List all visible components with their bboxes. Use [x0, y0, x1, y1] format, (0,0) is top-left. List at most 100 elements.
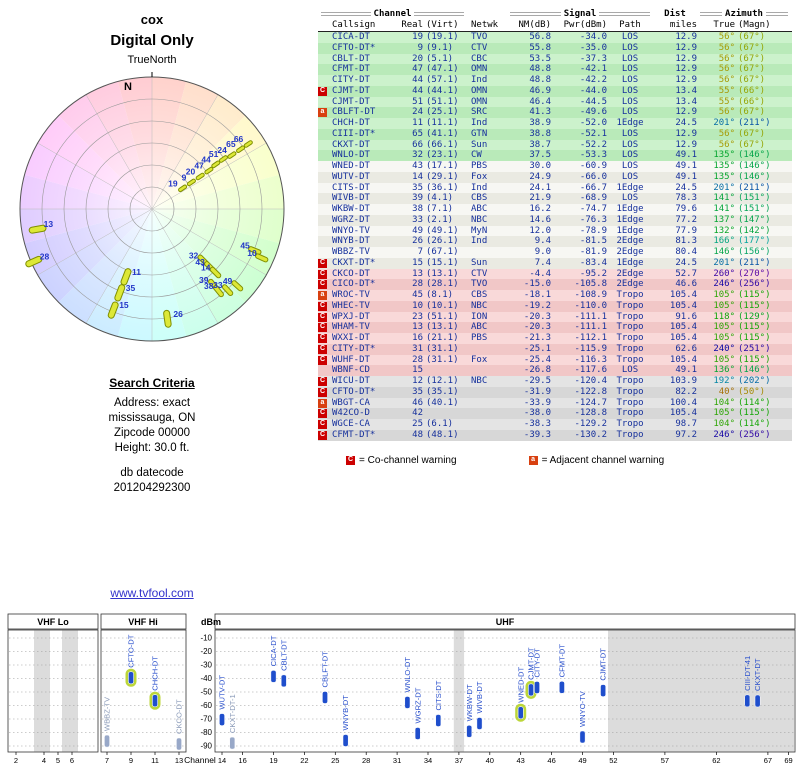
north-label: N	[124, 81, 132, 93]
path-cell: LOS	[621, 139, 639, 150]
true-azimuth-cell: 201°	[713, 118, 735, 128]
search-criteria-line: Zipcode 00000	[113, 427, 191, 439]
callsign-cell[interactable]: CICA-DT	[332, 32, 370, 42]
callsign-cell[interactable]: WBBZ-TV	[332, 247, 370, 257]
station-marker: 9	[182, 172, 196, 187]
callsign-cell[interactable]: CIII-DT*	[332, 128, 376, 139]
pwr-cell: -52.1	[579, 128, 607, 139]
real-channel-cell: 44	[412, 85, 423, 96]
virtual-channel-cell: (17.1)	[426, 161, 459, 171]
magnetic-azimuth-cell: (270°)	[738, 268, 771, 279]
callsign-cell[interactable]: WNED-DT	[332, 161, 370, 171]
callsign-cell[interactable]: CFMT-DT	[332, 64, 370, 75]
callsign-cell[interactable]: WGCE-CA	[332, 419, 370, 429]
virtual-channel-cell: (5.1)	[426, 53, 454, 64]
callsign-cell[interactable]: WNYB-DT	[332, 236, 370, 247]
warning-mark: C	[318, 355, 327, 365]
callsign-cell[interactable]: CBLFT-DT	[332, 107, 376, 118]
network-cell: PBS	[471, 161, 488, 171]
callsign-cell[interactable]: WNYO-TV	[332, 225, 370, 236]
virtual-channel-cell: (57.1)	[426, 75, 459, 85]
dbm-tick-label: -90	[200, 742, 212, 751]
real-channel-cell: 49	[412, 225, 423, 236]
callsign-cell[interactable]: WPXJ-DT	[332, 311, 370, 322]
miles-cell: 24.5	[675, 257, 697, 268]
callsign-cell[interactable]: W42CO-D	[332, 408, 370, 419]
pwr-cell: -111.1	[574, 311, 607, 322]
nm-cell: 30.0	[529, 161, 551, 171]
network-cell: CTV	[471, 268, 488, 279]
north-mode-label[interactable]: TrueNorth	[127, 54, 177, 66]
network-cell: GTN	[471, 128, 488, 139]
station-bar: WKBW-DT	[465, 684, 474, 738]
callsign-cell[interactable]: CJMT-DT	[332, 96, 370, 107]
magnetic-azimuth-cell: (67°)	[738, 128, 766, 139]
station-bar-label: CBLFT-DT	[321, 651, 330, 688]
station-bar: WNYO-TV	[578, 690, 587, 744]
callsign-cell[interactable]: CJMT-DT	[332, 85, 370, 96]
network-cell: OMN	[471, 64, 488, 75]
callsign-cell[interactable]: CKXT-DT	[332, 139, 370, 150]
callsign-cell[interactable]: WXXI-DT	[332, 333, 370, 343]
callsign-cell[interactable]: WGRZ-DT	[332, 214, 370, 225]
station-bar: WUTV-DT	[218, 675, 227, 726]
network-cell: Ind	[471, 182, 488, 193]
callsign-cell[interactable]: WHAM-TV	[332, 322, 370, 333]
report-title: cox	[140, 12, 164, 27]
nm-cell: -33.9	[523, 397, 551, 408]
channel-tick-label: 67	[764, 756, 772, 765]
callsign-cell[interactable]: WHEC-TV	[332, 300, 370, 311]
virtual-channel-cell: (11.1)	[426, 118, 459, 128]
virtual-channel-cell	[423, 408, 467, 419]
miles-cell: 24.5	[675, 182, 697, 193]
channel-tick-label: 2	[14, 756, 18, 765]
callsign-cell[interactable]: CITS-DT	[332, 182, 370, 193]
callsign-cell[interactable]: WKBW-DT	[332, 204, 370, 214]
callsign-cell[interactable]: CKXT-DT*	[332, 257, 376, 268]
tvfool-link[interactable]: www.tvfool.com	[110, 586, 194, 600]
table-row: C CITY-DT* 31 (31.1) -25.1 -115.9 Tropo 62.6 240…	[318, 343, 792, 355]
real-channel-cell: 7	[417, 247, 423, 257]
callsign-cell[interactable]: WUHF-DT	[332, 354, 370, 365]
station-bar-label: WGRZ-DT	[413, 687, 422, 723]
search-criteria: Search Criteria Address: exact mississaug…	[0, 376, 304, 456]
path-cell: LOS	[621, 171, 639, 182]
callsign-cell[interactable]: WBGT-CA	[332, 397, 370, 408]
callsign-cell[interactable]: WBNF-CD	[332, 365, 370, 376]
callsign-cell[interactable]: CITY-DT*	[332, 343, 376, 354]
callsign-cell[interactable]: CBLT-DT	[332, 53, 370, 64]
callsign-cell[interactable]: CFTO-DT*	[332, 42, 376, 53]
callsign-cell[interactable]: WIVB-DT	[332, 193, 370, 204]
callsign-cell[interactable]: WNLO-DT	[332, 150, 370, 161]
pwr-cell: -124.7	[574, 397, 607, 408]
network-cell: Sun	[471, 139, 488, 150]
callsign-cell[interactable]: WICU-DT	[332, 376, 370, 386]
callsign-cell[interactable]: CITY-DT	[332, 75, 370, 85]
true-azimuth-cell: 246°	[713, 429, 735, 440]
callsign-cell[interactable]: CHCH-DT	[332, 118, 370, 128]
callsign-cell[interactable]: WUTV-DT	[332, 171, 370, 182]
real-channel-cell: 28	[412, 354, 423, 365]
callsign-cell[interactable]: CKCO-DT	[332, 268, 370, 279]
station-marker-channel: 13	[44, 219, 54, 229]
channel-tick-label: 11	[151, 756, 159, 765]
channel-tick-label: 4	[42, 756, 46, 765]
pwr-cell: -112.1	[574, 333, 607, 343]
station-bar: WGRZ-DT	[413, 687, 422, 740]
pwr-cell: -66.0	[579, 171, 607, 182]
magnetic-azimuth-cell: (67°)	[738, 53, 766, 64]
warning-mark: C	[318, 86, 327, 96]
table-row: C WPXJ-DT 23 (51.1) ION -20.3 -111.1 Tropo 91.6 1…	[318, 311, 792, 323]
nm-cell: 48.8	[529, 75, 551, 85]
callsign-cell[interactable]: CFTO-DT*	[332, 386, 376, 397]
true-azimuth-cell: 105°	[713, 408, 735, 419]
miles-cell: 82.2	[675, 386, 697, 397]
miles-cell: 49.1	[675, 150, 697, 161]
callsign-cell[interactable]: CICO-DT*	[332, 279, 376, 290]
table-row: C WGCE-CA 25 (6.1) -38.3 -129.2 Tropo 98.7 104°(…	[318, 419, 792, 430]
network-cell: Ind	[471, 118, 488, 128]
callsign-cell[interactable]: CFMT-DT*	[332, 429, 376, 440]
table-row: WNLO-DT 32 (23.1) CW 37.5 -53.3 LOS 49.1 135° (14…	[318, 150, 792, 161]
callsign-cell[interactable]: WROC-TV	[332, 290, 370, 300]
virtual-channel-cell: (40.1)	[426, 397, 459, 408]
